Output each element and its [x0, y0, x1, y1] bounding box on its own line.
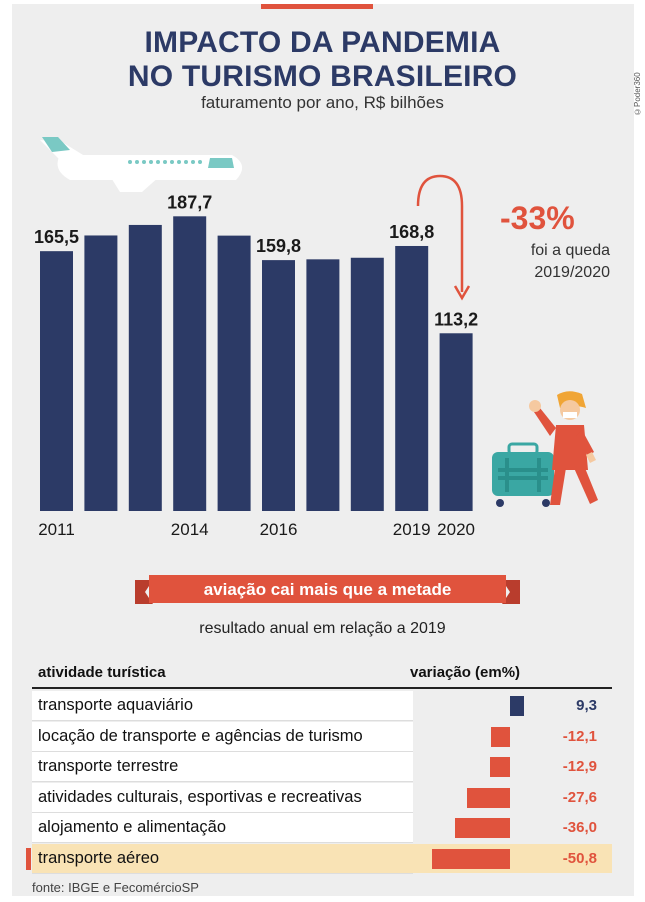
- bar-2015: [217, 235, 251, 511]
- source-note: fonte: IBGE e FecomércioSP: [32, 880, 199, 895]
- bar-2017: [306, 259, 340, 511]
- activity-name: transporte terrestre: [32, 752, 413, 781]
- x-tick-label-2011: 2011: [38, 520, 75, 539]
- variation-value: -50,8: [562, 849, 597, 867]
- bar-2013: [128, 224, 162, 512]
- table-row: locação de transporte e agências de turi…: [32, 721, 612, 752]
- row-divider: [32, 781, 413, 782]
- variation-value: 9,3: [576, 697, 597, 714]
- bar-2012: [84, 235, 118, 511]
- x-tick-label-2016: 2016: [260, 520, 298, 539]
- variation-bar: [431, 848, 510, 869]
- variation-value: -36,0: [562, 819, 597, 836]
- row-divider: [32, 842, 413, 843]
- traveler-icon: [529, 391, 598, 505]
- bars-group: [40, 216, 473, 512]
- top-accent-bar: [261, 4, 373, 9]
- activity-name: transporte aéreo: [32, 843, 413, 873]
- variation-value: -12,9: [562, 758, 597, 775]
- bar-value-label-2014: 187,7: [167, 192, 212, 212]
- variation-bar: [491, 726, 510, 747]
- bar-value-label-2016: 159,8: [256, 236, 301, 256]
- x-tick-label-2019: 2019: [393, 520, 431, 539]
- activity-name: locação de transporte e agências de turi…: [32, 721, 413, 751]
- table-row: atividades culturais, esportivas e recre…: [32, 782, 612, 813]
- bar-2011: [40, 251, 73, 512]
- drop-percentage: -33%: [500, 200, 575, 236]
- header-divider: [32, 687, 612, 689]
- table-row: transporte aquaviário 9,3: [32, 691, 612, 721]
- section-subtitle: resultado anual em relação a 2019: [199, 620, 446, 637]
- variation-value: -12,1: [562, 727, 597, 745]
- airplane-icon: [40, 137, 243, 192]
- row-divider: [32, 720, 413, 721]
- drop-description: foi a queda 2019/2020: [500, 240, 610, 284]
- bar-value-label-2020: 113,2: [434, 309, 478, 329]
- variation-bar: [454, 818, 510, 838]
- drop-description-line-1: foi a queda: [530, 242, 610, 259]
- variation-bar: [510, 696, 525, 716]
- column-header-activity: atividade turística: [38, 664, 166, 681]
- bar-labels-group: 165,5 187,7 159,8 168,8 113,2: [34, 192, 478, 329]
- drop-arrow-icon: [416, 174, 471, 301]
- activity-name: transporte aquaviário: [32, 691, 413, 720]
- section-ribbon: [135, 575, 520, 604]
- variation-bar: [467, 787, 510, 808]
- bar-value-label-2011: 165,5: [34, 227, 79, 247]
- table-row: transporte terrestre -12,9: [32, 752, 612, 782]
- row-divider: [32, 750, 413, 752]
- table-row: transporte aéreo -50,8: [32, 843, 612, 874]
- bar-2014: [173, 216, 207, 511]
- title-line-2: NO TURISMO BRASILEIRO: [127, 60, 518, 93]
- section-title: aviação cai mais que a metade: [203, 580, 452, 599]
- x-tick-label-2020: 2020: [437, 520, 475, 539]
- row-divider: [32, 872, 413, 874]
- variation-value: -27,6: [562, 788, 597, 806]
- table-row: alojamento e alimentação -36,0: [32, 813, 612, 843]
- bar-2019: [395, 245, 429, 511]
- chart-subtitle: faturamento por ano, R$ bilhões: [201, 93, 444, 112]
- bar-2018: [350, 257, 384, 511]
- activity-name: alojamento e alimentação: [32, 813, 413, 842]
- title-line-1: IMPACTO DA PANDEMIA: [144, 26, 501, 59]
- highlight-accent-mark: [26, 847, 31, 870]
- bar-value-label-2019: 168,8: [389, 222, 434, 242]
- drop-description-line-2: 2019/2020: [534, 264, 610, 281]
- bar-2020: [439, 333, 473, 511]
- x-tick-label-2014: 2014: [171, 520, 209, 539]
- bar-2016: [262, 260, 295, 511]
- tick-labels-group: 2011 2014 2016 2019 2020: [38, 520, 475, 539]
- variation-bar: [490, 757, 510, 777]
- suitcase-icon: [492, 442, 569, 507]
- column-header-variation: variação (em%): [410, 664, 521, 681]
- row-divider: [32, 811, 413, 813]
- activity-name: atividades culturais, esportivas e recre…: [32, 782, 413, 812]
